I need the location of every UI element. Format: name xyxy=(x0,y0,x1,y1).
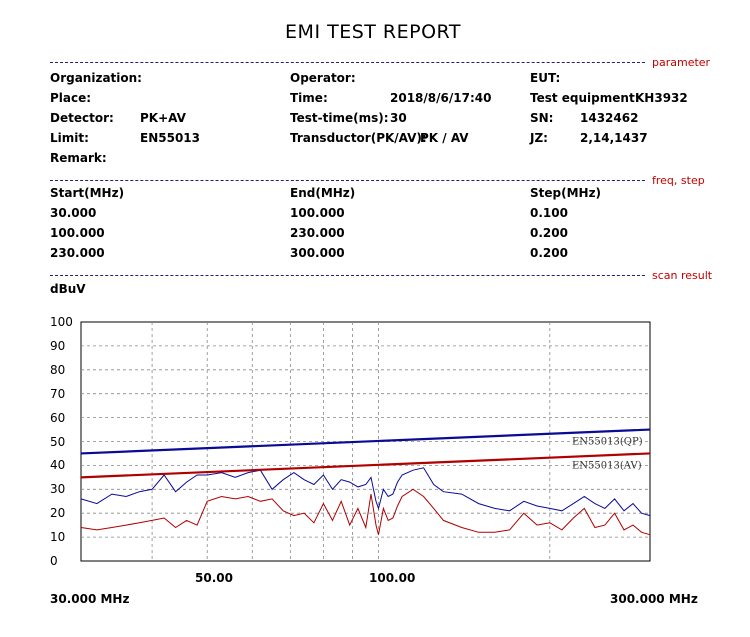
freq-header-end: End(MHz) xyxy=(290,186,356,200)
freq-row-2-end: 230.000 xyxy=(290,226,345,240)
eut-label: EUT: xyxy=(530,71,561,85)
freq-header-step: Step(MHz) xyxy=(530,186,602,200)
freq-row-2-start: 100.000 xyxy=(50,226,105,240)
y-tick-label: 40 xyxy=(50,458,66,473)
place-label: Place: xyxy=(50,91,92,105)
y-tick-label: 90 xyxy=(50,338,66,353)
jz-value: 2,14,1437 xyxy=(580,131,648,145)
report-title: EMI TEST REPORT xyxy=(285,21,461,43)
y-tick-label: 80 xyxy=(50,362,66,377)
transductor-value: PK / AV xyxy=(420,131,469,145)
sn-value: 1432462 xyxy=(580,111,639,125)
y-tick-label: 30 xyxy=(50,482,66,497)
y-tick-label: 60 xyxy=(50,410,66,425)
detector-label: Detector: xyxy=(50,111,114,125)
time-value: 2018/8/6/17:40 xyxy=(390,91,492,105)
organization-label: Organization: xyxy=(50,71,142,85)
test-time-value: 30 xyxy=(390,111,407,125)
y-tick-label: 70 xyxy=(50,386,66,401)
transductor-label: Transductor(PK/AV): xyxy=(290,131,427,145)
y-tick-label: 50 xyxy=(50,434,66,449)
limit-label: Limit: xyxy=(50,131,89,145)
operator-label: Operator: xyxy=(290,71,356,85)
jz-label: JZ: xyxy=(530,131,548,145)
limit-line-1 xyxy=(80,452,651,479)
freq-row-1-step: 0.100 xyxy=(530,206,568,220)
freq-row-3-step: 0.200 xyxy=(530,246,568,260)
y-axis-unit-label: dBuV xyxy=(50,282,86,296)
test-time-label: Test-time(ms): xyxy=(290,111,389,125)
freq-row-3-end: 300.000 xyxy=(290,246,345,260)
limit-line-label-0: EN55013(QP) xyxy=(572,437,643,448)
freq-row-2-step: 0.200 xyxy=(530,226,568,240)
series-line-pk xyxy=(80,467,651,517)
x-tick-label-100: 100.00 xyxy=(369,571,416,585)
separator-parameter xyxy=(50,62,645,63)
section-label-parameter: parameter xyxy=(652,56,711,69)
test-equipment-label: Test equipment: xyxy=(530,91,640,105)
x-max-label: 300.000 MHz xyxy=(610,592,698,606)
y-tick-label: 20 xyxy=(50,506,66,521)
test-equipment-value: KH3932 xyxy=(635,91,688,105)
freq-row-1-end: 100.000 xyxy=(290,206,345,220)
separator-scan-result xyxy=(50,275,645,276)
sn-label: SN: xyxy=(530,111,554,125)
x-tick-label-50: 50.00 xyxy=(195,571,233,585)
y-tick-label: 0 xyxy=(50,554,58,568)
freq-row-1-start: 30.000 xyxy=(50,206,97,220)
limit-value: EN55013 xyxy=(140,131,200,145)
freq-row-3-start: 230.000 xyxy=(50,246,105,260)
freq-header-start: Start(MHz) xyxy=(50,186,125,200)
series-line-av xyxy=(80,488,651,536)
y-tick-label: 100 xyxy=(50,315,73,329)
detector-value: PK+AV xyxy=(140,111,186,125)
section-label-scan-result: scan result xyxy=(652,269,713,282)
separator-freq-step xyxy=(50,180,645,181)
y-tick-label: 10 xyxy=(50,530,66,545)
limit-line-label-1: EN55013(AV) xyxy=(572,460,642,471)
section-label-freq-step: freq, step xyxy=(652,174,705,187)
limit-line-0 xyxy=(80,428,651,455)
time-label: Time: xyxy=(290,91,328,105)
x-min-label: 30.000 MHz xyxy=(50,592,130,606)
remark-label: Remark: xyxy=(50,151,107,165)
